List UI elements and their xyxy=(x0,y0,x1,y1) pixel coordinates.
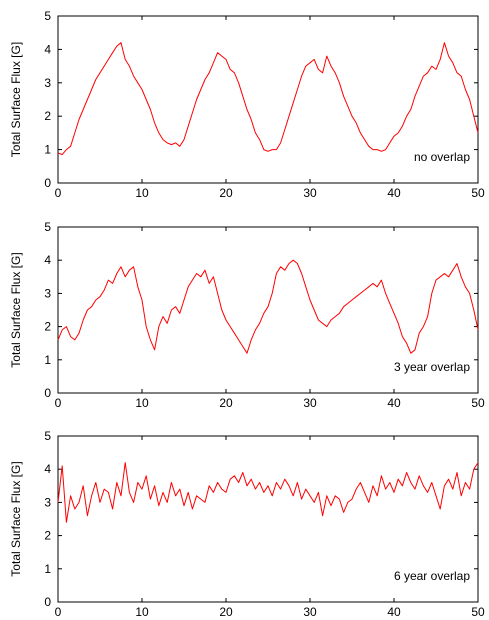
x-tick-label: 30 xyxy=(303,186,317,200)
series-line xyxy=(57,259,479,354)
y-tick-label: 4 xyxy=(44,253,51,267)
x-tick-label: 50 xyxy=(471,396,485,410)
y-tick-label: 4 xyxy=(44,42,51,56)
y-tick-label: 0 xyxy=(44,595,51,609)
x-tick-label: 40 xyxy=(387,605,401,619)
x-tick-label: 40 xyxy=(387,186,401,200)
panel-3: 0 10 20 30 40 50 0 1 2 3 4 5 Total Surface Flux [G] 6… xyxy=(9,429,485,619)
x-tick-label: 10 xyxy=(135,186,149,200)
plot-frame xyxy=(57,15,479,184)
x-tick-label: 40 xyxy=(387,396,401,410)
y-tick-label: 5 xyxy=(44,220,51,234)
series-line xyxy=(57,42,479,156)
x-tick-label: 10 xyxy=(135,396,149,410)
y-tick-label: 2 xyxy=(44,109,51,123)
x-tick-label: 20 xyxy=(219,605,233,619)
x-tick-label: 50 xyxy=(471,186,485,200)
y-axis-label: Total Surface Flux [G] xyxy=(9,42,23,157)
x-tick-label: 20 xyxy=(219,186,233,200)
panel-annotation: 6 year overlap xyxy=(394,569,470,583)
x-tick-label: 0 xyxy=(55,186,62,200)
panel-1: 0 10 20 30 40 50 0 1 2 3 4 5 Total Surface Flux [G] n… xyxy=(9,9,485,200)
x-tick-label: 30 xyxy=(303,396,317,410)
y-tick-label: 0 xyxy=(44,386,51,400)
y-tick-label: 2 xyxy=(44,320,51,334)
x-tick-label: 30 xyxy=(303,605,317,619)
y-tick-label: 2 xyxy=(44,529,51,543)
y-tick-label: 1 xyxy=(44,562,51,576)
y-tick-label: 4 xyxy=(44,462,51,476)
plot-frame xyxy=(57,435,479,603)
plot-frame xyxy=(57,226,479,394)
x-tick-label: 20 xyxy=(219,396,233,410)
y-tick-label: 1 xyxy=(44,143,51,157)
panel-annotation: 3 year overlap xyxy=(394,360,470,374)
y-axis-label: Total Surface Flux [G] xyxy=(9,252,23,367)
x-tick-label: 0 xyxy=(55,396,62,410)
y-tick-label: 3 xyxy=(44,495,51,509)
x-tick-label: 50 xyxy=(471,605,485,619)
y-tick-label: 0 xyxy=(44,176,51,190)
panel-annotation: no overlap xyxy=(414,150,470,164)
y-axis-label: Total Surface Flux [G] xyxy=(9,461,23,576)
y-tick-label: 5 xyxy=(44,9,51,23)
y-tick-label: 3 xyxy=(44,76,51,90)
x-tick-label: 10 xyxy=(135,605,149,619)
series-line xyxy=(57,462,479,523)
y-tick-label: 3 xyxy=(44,286,51,300)
panel-2: 0 10 20 30 40 50 0 1 2 3 4 5 Total Surface Flux [G] 3… xyxy=(9,220,485,410)
y-tick-label: 5 xyxy=(44,429,51,443)
y-tick-label: 1 xyxy=(44,353,51,367)
x-tick-label: 0 xyxy=(55,605,62,619)
